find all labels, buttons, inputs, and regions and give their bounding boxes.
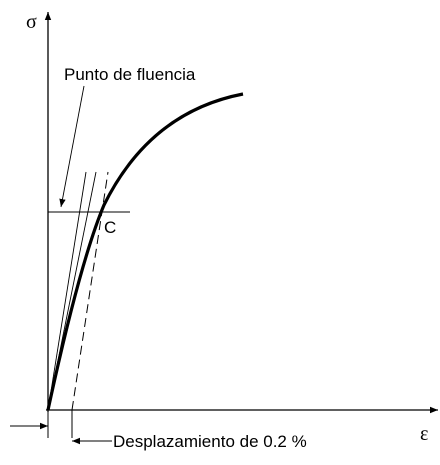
point-label: C [104, 218, 116, 237]
y-axis-label: σ [26, 11, 37, 33]
stress-strain-curve [46, 92, 244, 411]
elastic-line [47, 171, 87, 411]
x-axis-label: ε [420, 423, 428, 445]
tangent-line [47, 171, 97, 411]
offset-label: Desplazamiento de 0.2 % [113, 432, 307, 451]
yield-pointer [59, 85, 85, 208]
offset-dimension [10, 410, 112, 445]
yield-label: Punto de fluencia [64, 65, 196, 84]
